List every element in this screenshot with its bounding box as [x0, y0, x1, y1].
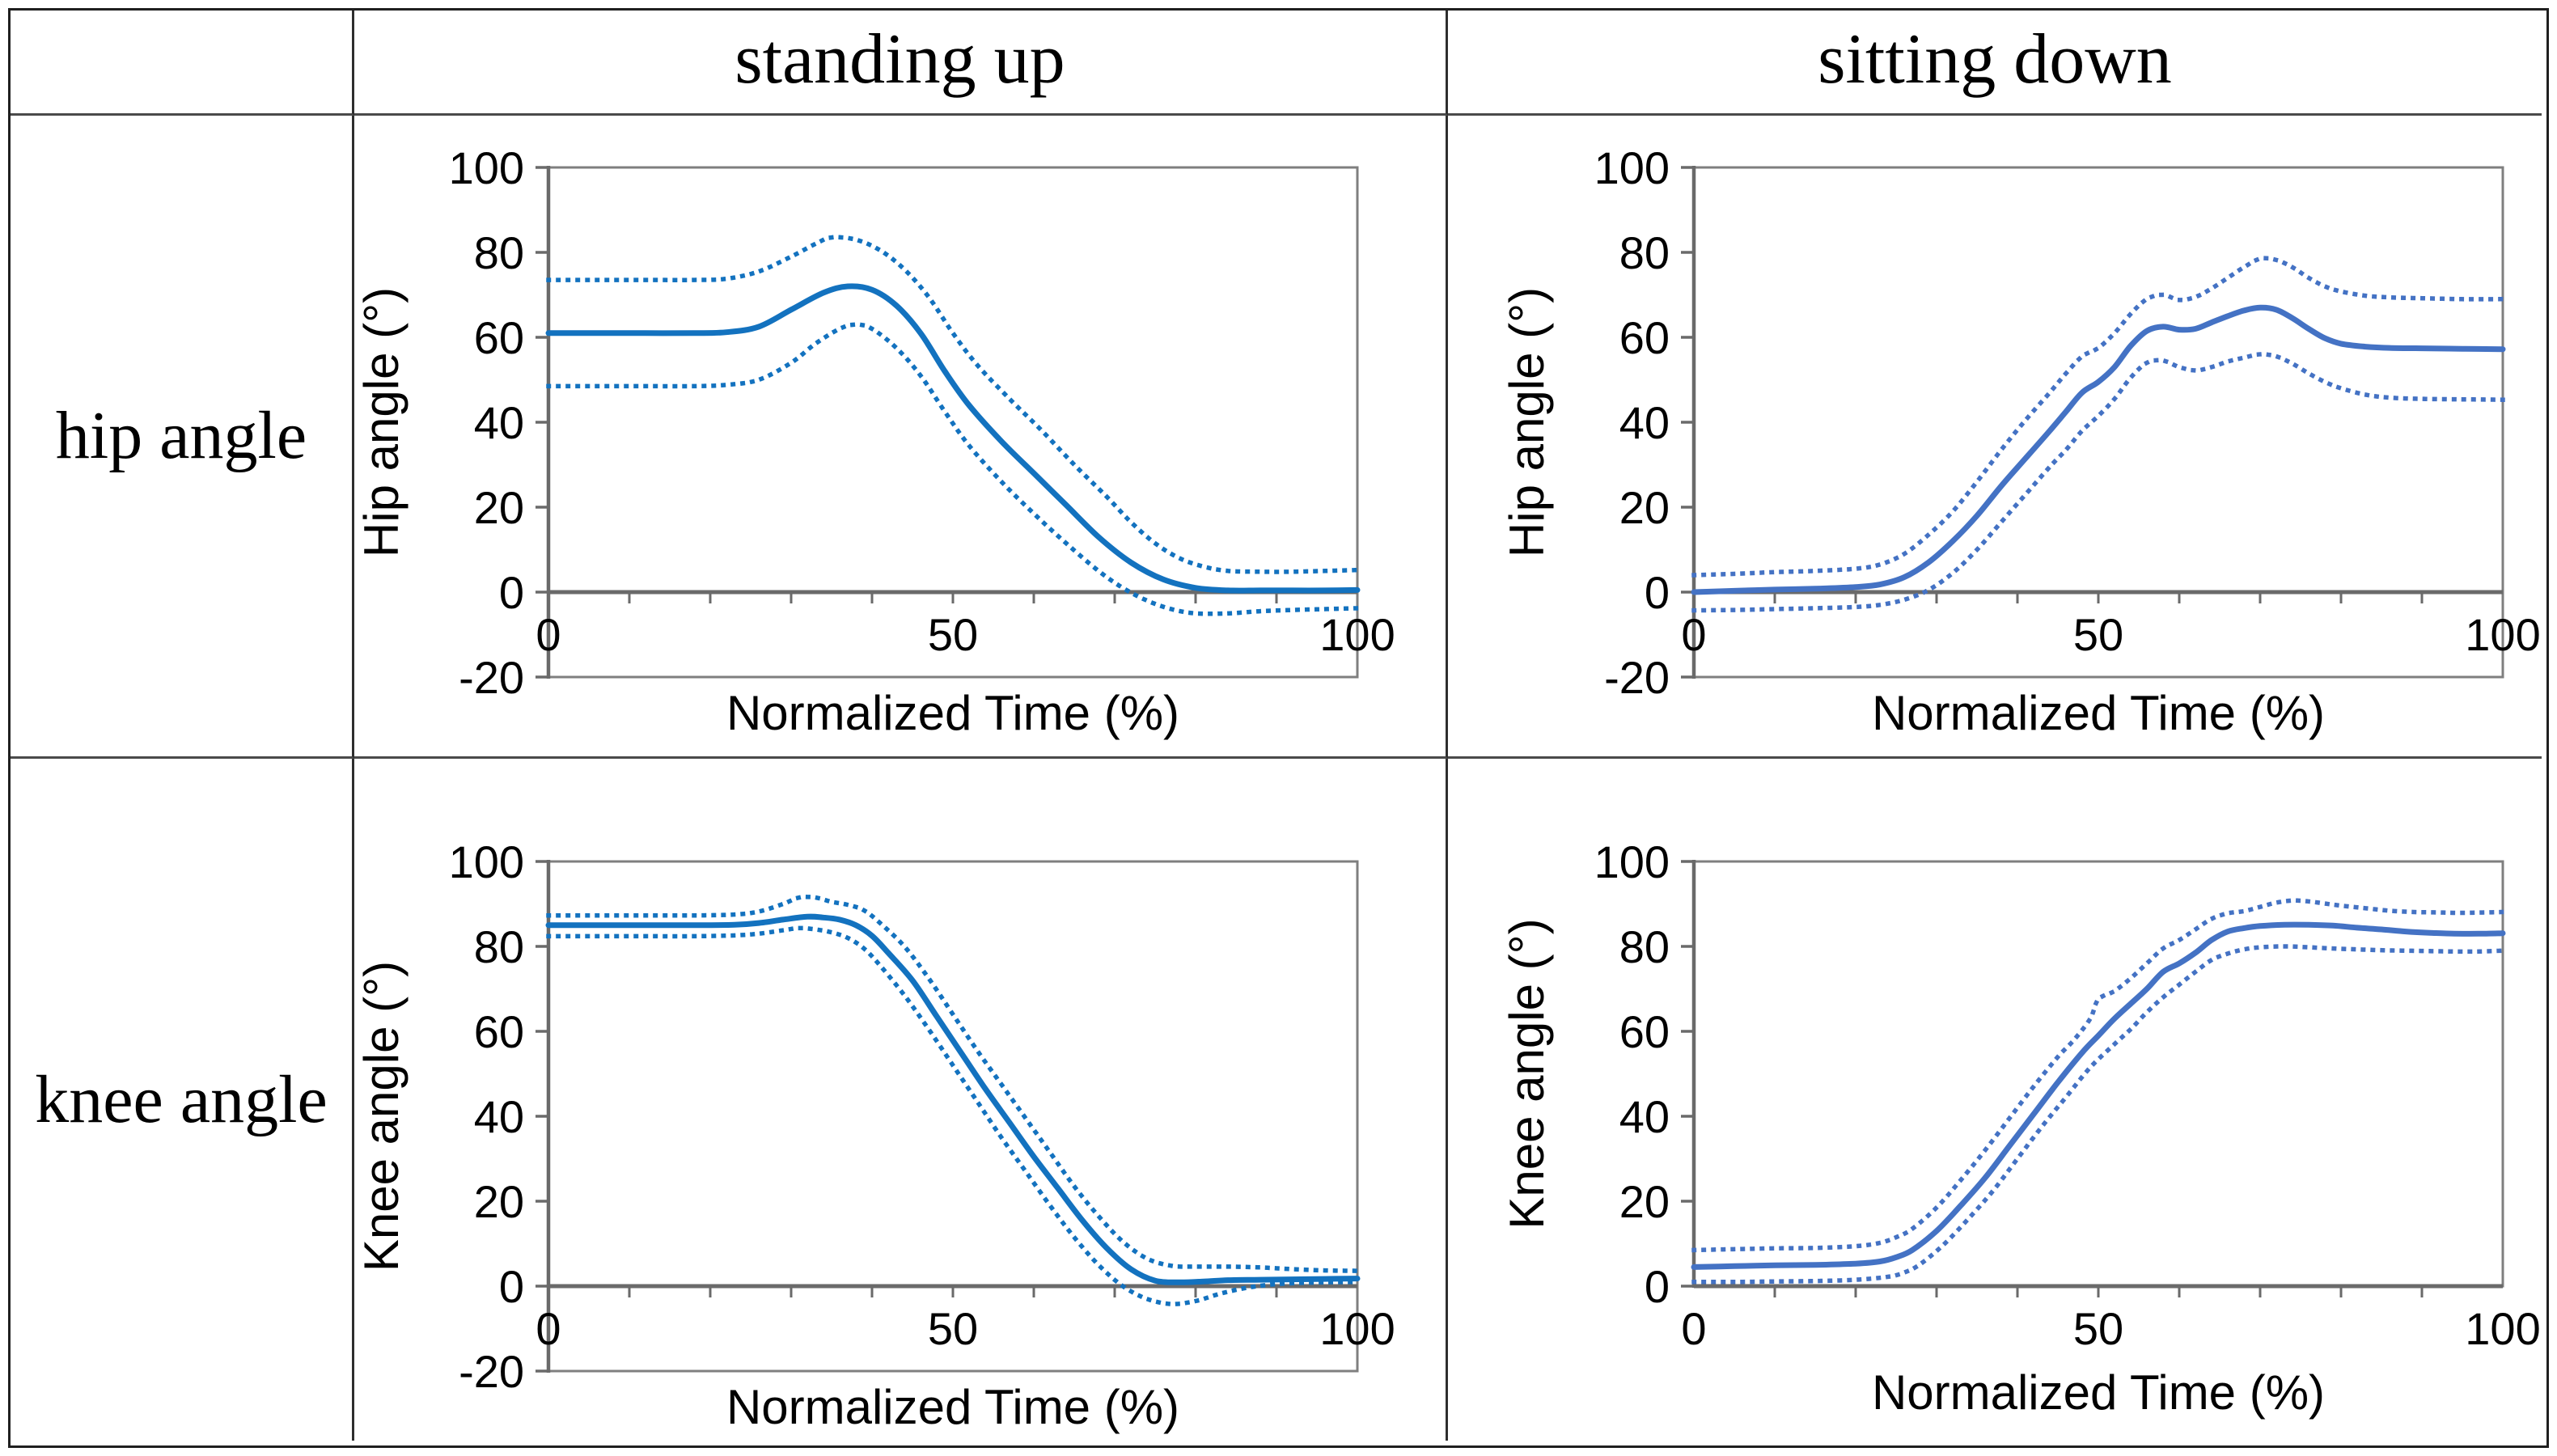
figure-table: standing up sitting down hip angle 100 80…	[8, 8, 2549, 1448]
x-tick-label: 100	[1319, 609, 1395, 660]
y-tick-label: 0	[499, 567, 524, 618]
chart-knee-sitting-down: 100 80 60 40 20 0 0 50 100 Knee angle (°) Normaliz…	[1448, 759, 2542, 1441]
x-tick-label: 0	[1681, 1303, 1706, 1354]
y-tick-label: 40	[1619, 1091, 1670, 1142]
y-tick-label: 100	[1594, 836, 1670, 887]
chart-knee-standing-up: 100 80 60 40 20 0 -20 0 50 100 Knee angle (°) Norma…	[354, 759, 1448, 1441]
y-axis-title: Knee angle (°)	[1500, 918, 1554, 1229]
series-mean	[545, 913, 1361, 1285]
y-tick-label: 20	[474, 1176, 524, 1227]
row-header-knee-angle: knee angle	[11, 759, 354, 1441]
series-mean	[545, 283, 1361, 594]
y-axis-title: Knee angle (°)	[354, 961, 409, 1272]
series-mean-sd	[546, 895, 1360, 1273]
y-tick-label: 60	[474, 312, 524, 363]
x-tick-label: 0	[536, 1303, 561, 1354]
y-tick-label: 40	[474, 397, 524, 448]
x-tick-label: 50	[2073, 609, 2123, 660]
y-tick-label: 0	[1645, 1261, 1670, 1312]
y-tick-label: 100	[449, 142, 524, 193]
series-mean-sd	[1691, 256, 2505, 578]
y-tick-label: 60	[1619, 1006, 1670, 1057]
corner-cell	[11, 11, 354, 116]
y-tick-label: 40	[474, 1091, 524, 1142]
y-tick-label: 60	[1619, 312, 1670, 363]
x-tick-label: 50	[928, 609, 978, 660]
x-tick-label: 0	[1681, 609, 1706, 660]
chart-svg: 100 80 60 40 20 00 50 100 Knee angle (°) Normaliz…	[1500, 836, 2541, 1420]
y-tick-label: 20	[1619, 1176, 1670, 1227]
series-mean-sd	[1691, 944, 2505, 1285]
y-tick-label: 80	[474, 921, 524, 972]
plot-frame	[1692, 860, 2504, 1288]
x-tick-label: 50	[928, 1303, 978, 1354]
series-mean-sd	[546, 322, 1360, 616]
y-tick-label: 20	[1619, 482, 1670, 533]
x-axis-title: Normalized Time (%)	[1872, 686, 2325, 740]
y-axis-title: Hip angle (°)	[354, 287, 409, 557]
column-header-sitting-down: sitting down	[1448, 11, 2542, 116]
chart-hip-standing-up: 100 80 60 40 20 0 -20 0 50 100 Hip angle (°) Normal…	[354, 116, 1448, 759]
y-tick-label: 0	[1645, 567, 1670, 618]
series-mean	[1691, 304, 2506, 595]
y-tick-label: 80	[474, 227, 524, 278]
x-axis-title: Normalized Time (%)	[1872, 1365, 2325, 1420]
y-tick-label: 80	[1619, 227, 1670, 278]
y-tick-label: 80	[1619, 921, 1670, 972]
x-axis-title: Normalized Time (%)	[726, 1380, 1179, 1434]
y-tick-label: 100	[449, 836, 524, 887]
x-tick-label: 100	[2465, 1303, 2540, 1354]
y-tick-label: 0	[499, 1261, 524, 1312]
x-tick-label: 0	[536, 609, 561, 660]
series-mean-sd	[546, 235, 1360, 574]
y-tick-label: 40	[1619, 397, 1670, 448]
series-mean-sd	[1691, 898, 2505, 1253]
column-header-standing-up: standing up	[354, 11, 1448, 116]
y-tick-label: -20	[459, 1346, 524, 1397]
chart-hip-sitting-down: 100 80 60 40 20 0 -20 0 50 100 Hip angle (°) Normal…	[1448, 116, 2542, 759]
y-tick-label: -20	[459, 652, 524, 703]
x-axis-title: Normalized Time (%)	[726, 686, 1179, 740]
y-tick-label: 20	[474, 482, 524, 533]
y-axis-title: Hip angle (°)	[1500, 287, 1554, 557]
x-tick-label: 100	[1319, 1303, 1395, 1354]
series-mean	[1691, 921, 2506, 1270]
y-tick-label: 60	[474, 1006, 524, 1057]
y-tick-label: -20	[1604, 652, 1670, 703]
y-tick-label: 100	[1594, 142, 1670, 193]
series-mean-sd	[546, 925, 1360, 1306]
x-tick-label: 50	[2073, 1303, 2123, 1354]
row-header-hip-angle: hip angle	[11, 116, 354, 759]
series-mean-sd	[1691, 352, 2505, 613]
x-tick-label: 100	[2465, 609, 2540, 660]
